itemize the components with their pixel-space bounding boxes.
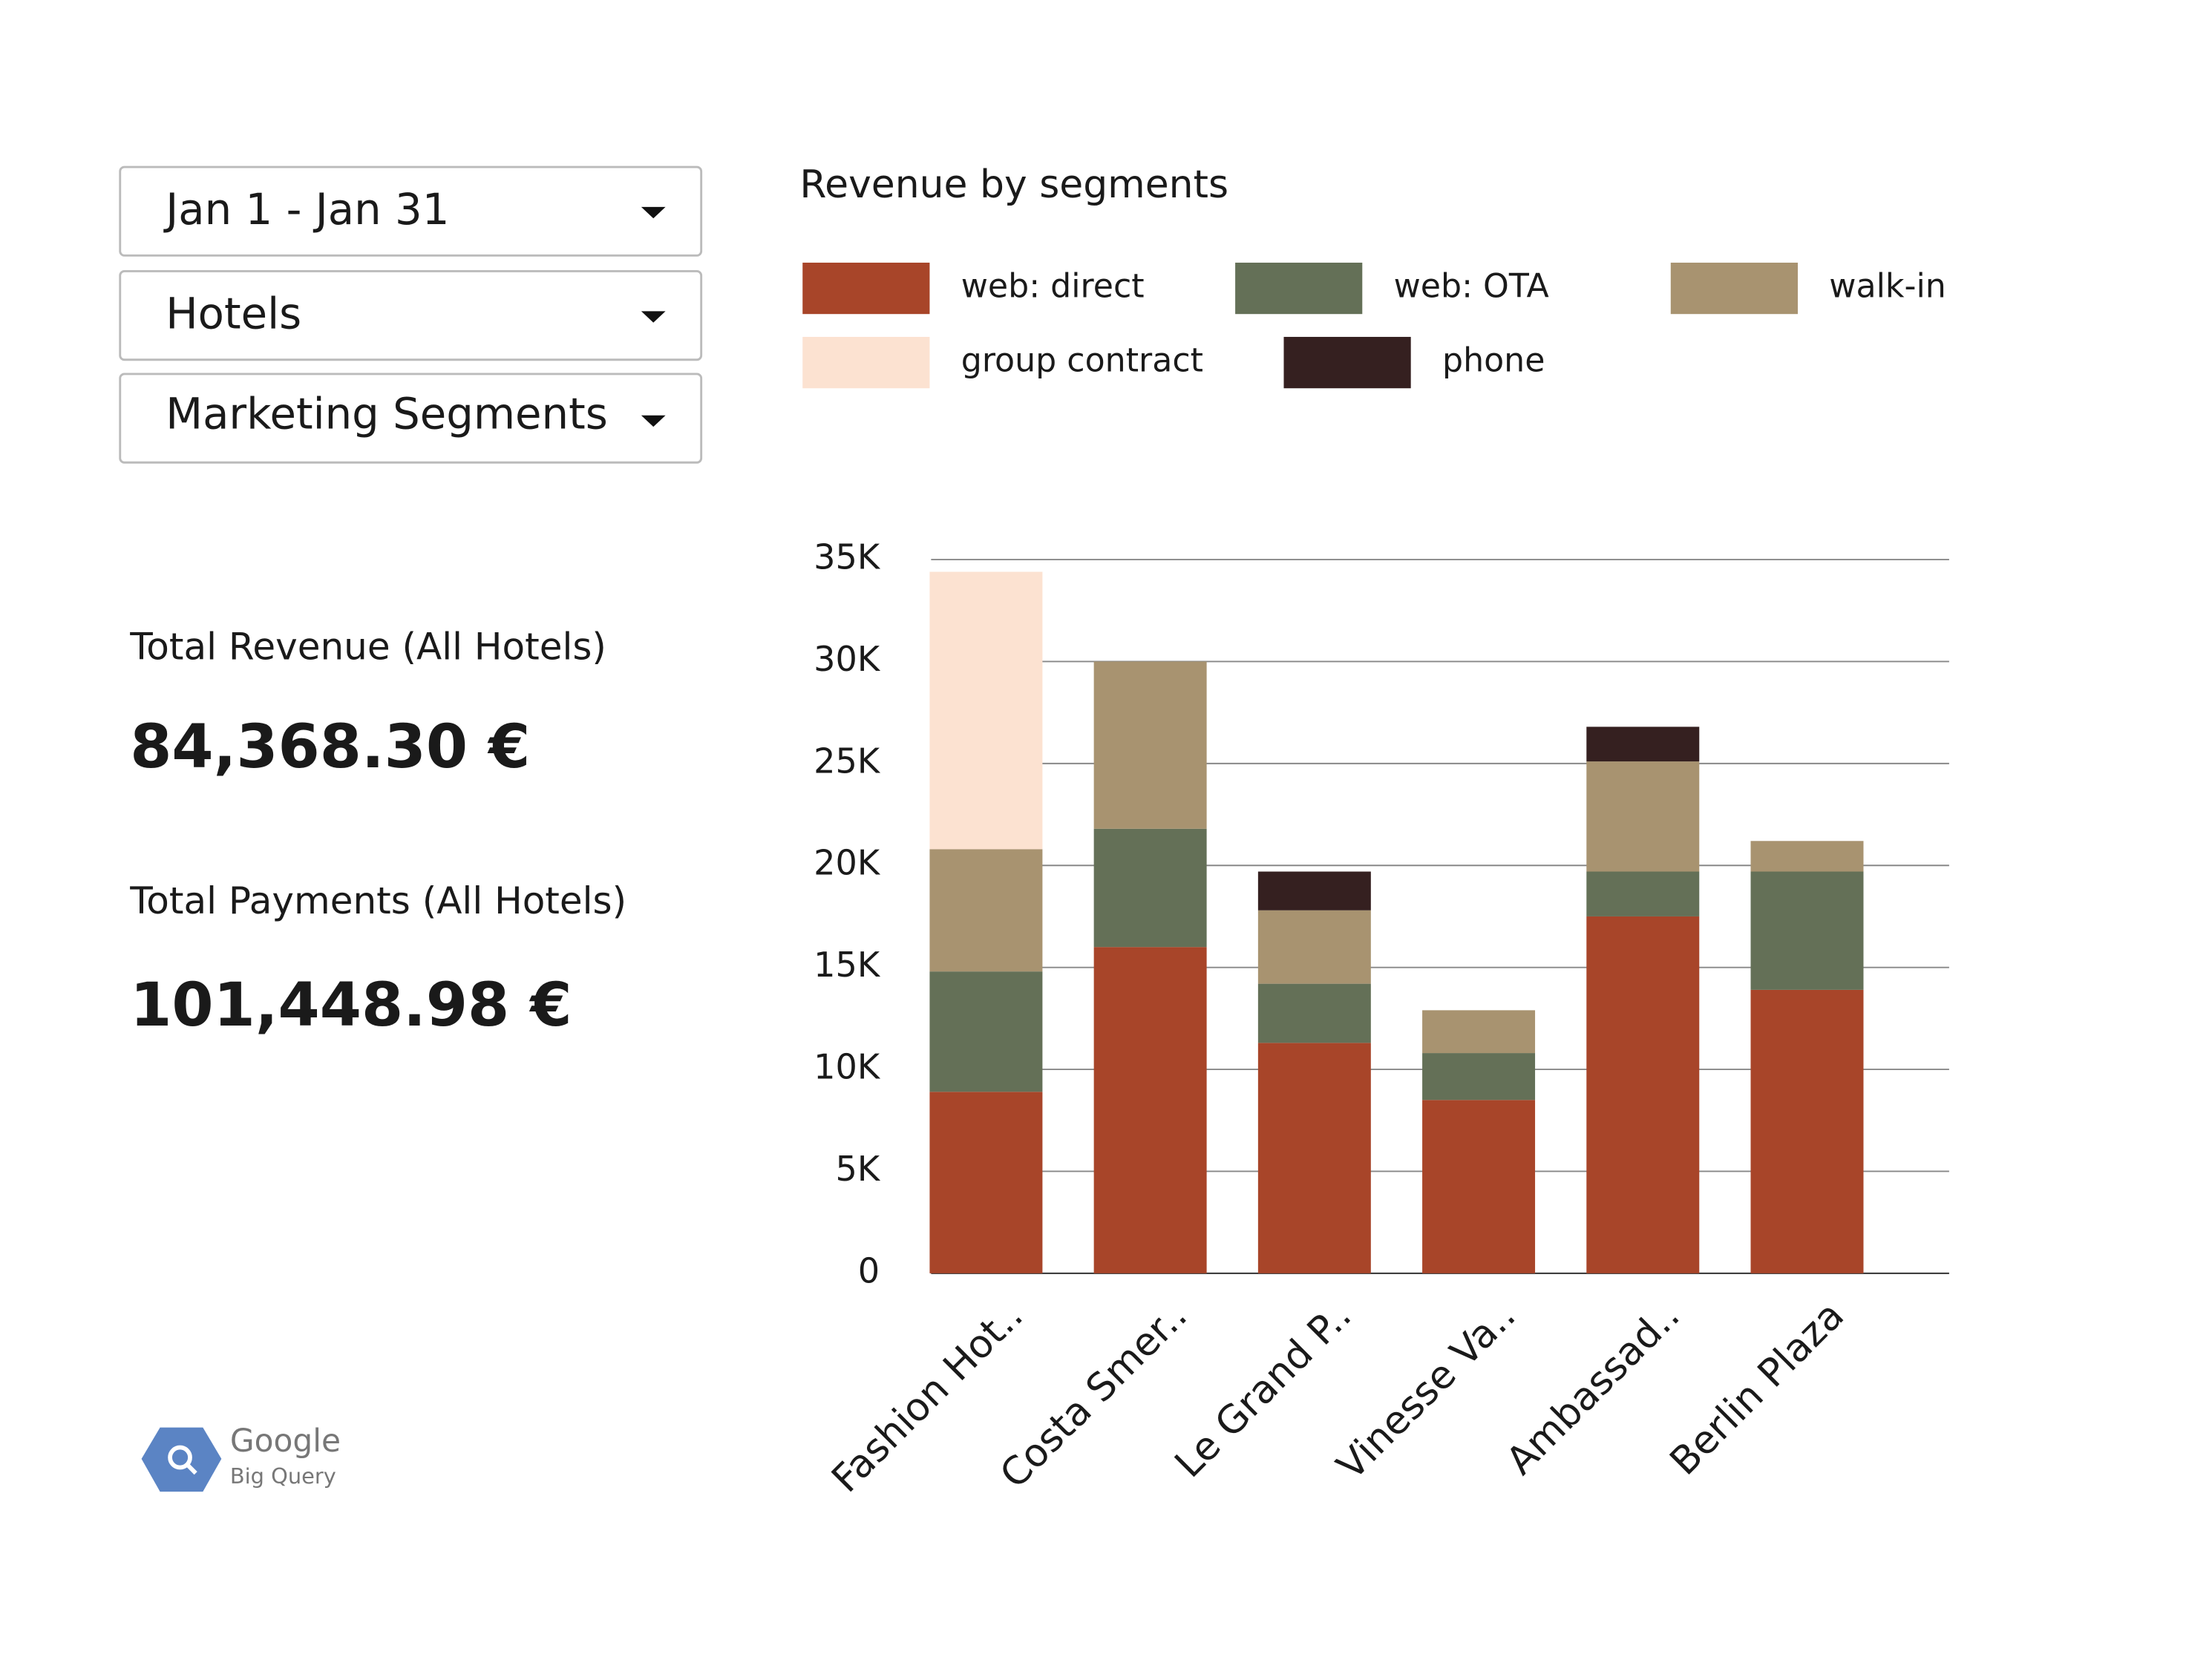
kpi-value: 101,448.98 € bbox=[130, 971, 572, 1040]
kpi-value: 84,368.30 € bbox=[130, 712, 530, 782]
bar-segment bbox=[1093, 947, 1207, 1273]
x-tick-label: Berlin Plaza bbox=[1662, 1293, 1853, 1484]
bar-segment bbox=[1750, 871, 1864, 990]
y-tick-label: 20K bbox=[814, 843, 881, 883]
legend-label: web: direct bbox=[961, 268, 1145, 306]
filter-dropdown[interactable]: Marketing Segments bbox=[119, 373, 703, 464]
y-tick-label: 25K bbox=[814, 741, 881, 781]
legend-swatch bbox=[802, 336, 930, 389]
logo-hexagon bbox=[141, 1427, 222, 1492]
bar-segment bbox=[1093, 828, 1207, 948]
dropdown-label: Jan 1 - Jan 31 bbox=[163, 184, 449, 234]
chart: web: direct web: OTA walk-in group contract… bbox=[802, 262, 1949, 1501]
bar-segment bbox=[1422, 1100, 1536, 1273]
chart-title: Revenue by segments bbox=[799, 163, 1228, 207]
kpi-label: Total Revenue (All Hotels) bbox=[129, 626, 606, 669]
logo-icon bbox=[186, 1463, 197, 1475]
dropdown-arrow bbox=[641, 415, 666, 427]
kpi-label: Total Payments (All Hotels) bbox=[129, 879, 626, 922]
bar-segment bbox=[1586, 871, 1700, 916]
legend-label: group contract bbox=[961, 342, 1203, 380]
y-tick-label: 35K bbox=[814, 537, 881, 577]
logo-title: Google bbox=[230, 1423, 341, 1459]
bar-segment bbox=[929, 571, 1043, 850]
x-tick-label: Ambassad.. bbox=[1498, 1293, 1689, 1484]
dropdown-box[interactable] bbox=[119, 373, 703, 464]
bar-segment bbox=[1750, 989, 1864, 1273]
filter-dropdown[interactable]: Hotels bbox=[119, 270, 703, 361]
logo-icon bbox=[168, 1445, 192, 1470]
legend-swatch bbox=[1670, 262, 1798, 315]
bar-segment bbox=[929, 971, 1043, 1092]
legend-swatch bbox=[1235, 262, 1363, 315]
dropdown-label: Hotels bbox=[166, 289, 301, 339]
dropdown-label: Marketing Segments bbox=[166, 388, 608, 439]
dropdown-box[interactable] bbox=[119, 165, 703, 257]
bar-segment bbox=[1586, 916, 1700, 1273]
y-tick-label: 15K bbox=[814, 945, 881, 985]
dropdown-box[interactable] bbox=[119, 270, 703, 361]
filter-dropdown[interactable]: Jan 1 - Jan 31 bbox=[119, 165, 703, 257]
bar-segment bbox=[1093, 661, 1207, 829]
dropdown-arrow bbox=[641, 206, 666, 219]
bar-segment bbox=[1422, 1010, 1536, 1054]
bar-segment bbox=[1586, 726, 1700, 762]
bar-segment bbox=[929, 1092, 1043, 1273]
legend-label: walk-in bbox=[1829, 268, 1946, 306]
y-tick-label: 5K bbox=[835, 1149, 880, 1189]
y-tick-label: 30K bbox=[814, 639, 881, 679]
legend-swatch bbox=[1283, 336, 1411, 389]
bar-segment bbox=[1750, 841, 1864, 872]
bar-segment bbox=[1257, 871, 1371, 911]
legend-swatch bbox=[802, 262, 930, 315]
dropdown-arrow bbox=[641, 311, 666, 323]
logo: Google Big Query bbox=[141, 1423, 341, 1492]
logo-subtitle: Big Query bbox=[230, 1463, 336, 1489]
bar-segment bbox=[1257, 1043, 1371, 1273]
bar-segment bbox=[1586, 761, 1700, 872]
y-tick-label: 10K bbox=[814, 1047, 881, 1087]
legend-label: phone bbox=[1442, 342, 1545, 380]
y-tick-label: 0 bbox=[858, 1250, 880, 1290]
bar-segment bbox=[1422, 1053, 1536, 1101]
legend-label: web: OTA bbox=[1394, 268, 1549, 306]
bar-segment bbox=[1257, 910, 1371, 984]
bar-segment bbox=[929, 849, 1043, 972]
bar-segment bbox=[1257, 983, 1371, 1043]
